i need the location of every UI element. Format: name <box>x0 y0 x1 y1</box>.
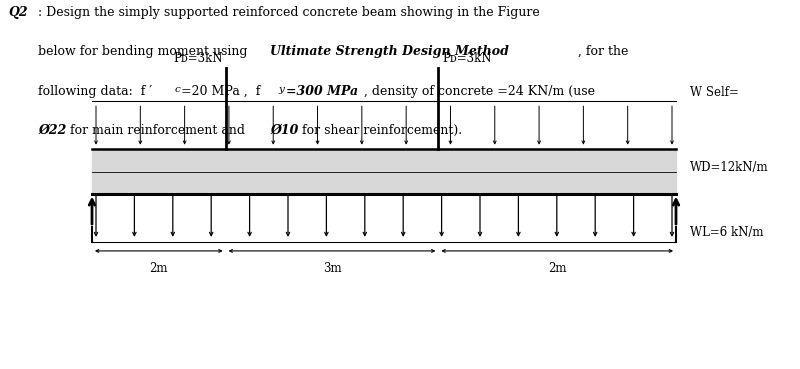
Text: : Design the simply supported reinforced concrete beam showing in the Figure: : Design the simply supported reinforced… <box>38 6 540 18</box>
Text: Pᴅ=3kN: Pᴅ=3kN <box>442 52 492 65</box>
Text: , density of concrete =24 KN/m (use: , density of concrete =24 KN/m (use <box>364 85 595 97</box>
Text: Pᴅ=3kN: Pᴅ=3kN <box>174 52 223 65</box>
Text: W Self=: W Self= <box>690 86 739 99</box>
Text: =20 MPa ,  f: =20 MPa , f <box>181 85 260 97</box>
Text: , for the: , for the <box>574 45 629 58</box>
Text: c: c <box>174 85 180 93</box>
Text: Ø22: Ø22 <box>38 124 66 137</box>
Text: WL=6 kN/m: WL=6 kN/m <box>690 226 764 239</box>
Text: for shear reinforcement).: for shear reinforcement). <box>298 124 462 137</box>
Text: Ø10: Ø10 <box>270 124 298 137</box>
Text: for main reinforcement and: for main reinforcement and <box>66 124 249 137</box>
Text: Ultimate Strength Design Method: Ultimate Strength Design Method <box>270 45 510 58</box>
Text: following data:  f ′: following data: f ′ <box>38 85 153 97</box>
Text: WD=12kN/m: WD=12kN/m <box>690 161 769 175</box>
Text: below for bending moment using: below for bending moment using <box>38 45 252 58</box>
Text: y: y <box>278 85 284 93</box>
Text: 2m: 2m <box>548 262 566 275</box>
Text: 2m: 2m <box>150 262 168 275</box>
Text: 3m: 3m <box>322 262 342 275</box>
Text: =300 MPa: =300 MPa <box>286 85 358 97</box>
Text: Q2: Q2 <box>8 6 28 18</box>
